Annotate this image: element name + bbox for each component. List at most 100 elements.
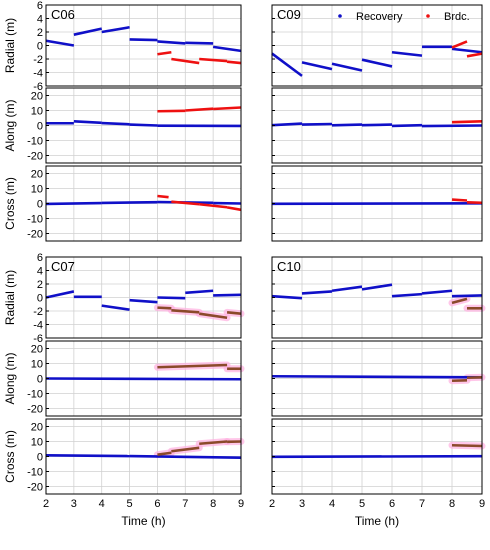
c07-cross-ytick-label-3: -10 bbox=[27, 467, 43, 479]
c06-radial-brdc-segment-0 bbox=[157, 50, 172, 56]
c07-along-ytick-label-1: 10 bbox=[31, 359, 43, 371]
c07-radial-ytick-label-0: 6 bbox=[37, 252, 43, 264]
c06-cross-brdc-segment-2 bbox=[199, 202, 228, 209]
c10-radial-recovery-segment-2 bbox=[331, 285, 363, 293]
c07-cross-brdc-segment-2 bbox=[199, 440, 228, 446]
c07-radial-recovery-segment-4 bbox=[157, 296, 186, 300]
c07-radial-ytick-label-2: 2 bbox=[37, 279, 43, 291]
c07-radial-brdc-segment-1 bbox=[171, 309, 200, 314]
c07-radial-ylabel: Radial (m) bbox=[3, 270, 17, 325]
c09-cross-panel bbox=[271, 165, 483, 242]
c10-cross-xtick-label-1: 3 bbox=[299, 498, 305, 510]
c06-cross-ytick-label-2: 0 bbox=[37, 199, 43, 211]
c06-along-ytick-label-2: 0 bbox=[37, 121, 43, 133]
c06-along-recovery-segment-2 bbox=[101, 121, 130, 126]
c07-radial-brdc-segment-3 bbox=[226, 311, 242, 315]
c06-radial-ytick-label-0: 6 bbox=[37, 0, 43, 12]
c07-radial-recovery-segment-3 bbox=[129, 298, 158, 304]
c07-cross-ytick-label-0: 20 bbox=[31, 422, 43, 434]
c07-cross-brdc-segment-1 bbox=[171, 446, 200, 453]
c10-cross-panel: 2 3 4 5 6 7 8 9 Time (h) bbox=[269, 418, 486, 528]
c06-cross-panel: 20 10 0 -10 -20 Cross (m) bbox=[3, 165, 242, 242]
c06-along-ytick-label-0: 20 bbox=[31, 91, 43, 103]
c06-radial-ytick-label-1: 4 bbox=[37, 14, 43, 26]
c06-along-ylabel: Along (m) bbox=[3, 99, 17, 151]
c07-cross-xtick-label-0: 2 bbox=[43, 498, 49, 510]
c07-radial-ytick-label-1: 4 bbox=[37, 266, 43, 278]
c09-radial-recovery-segment-2 bbox=[331, 62, 363, 72]
c07-radial-recovery-segment-6 bbox=[213, 293, 242, 297]
c07-radial-ytick-label-3: 0 bbox=[37, 293, 43, 305]
legend-label-1: Brdc. bbox=[444, 11, 470, 23]
c06-radial-brdc-segment-3 bbox=[226, 60, 242, 65]
c06-radial-ytick-label-3: 0 bbox=[37, 41, 43, 53]
c07-along-ytick-label-3: -10 bbox=[27, 389, 43, 401]
c06-along-ytick-label-3: -10 bbox=[27, 136, 43, 148]
c06-radial-brdc-segment-2 bbox=[199, 57, 228, 63]
c07-radial-recovery-segment-0 bbox=[45, 290, 75, 299]
c10-along-panel bbox=[271, 340, 486, 417]
c06-cross-ylabel: Cross (m) bbox=[3, 177, 17, 230]
c07-radial-recovery-segment-5 bbox=[185, 289, 214, 295]
c07-label: C07 bbox=[51, 259, 75, 274]
c07-cross-recovery-segment-1 bbox=[129, 454, 242, 459]
c06-along-ytick-label-1: 10 bbox=[31, 106, 43, 118]
c06-along-recovery-segment-3 bbox=[129, 123, 158, 127]
c10-radial-recovery-segment-0 bbox=[271, 294, 303, 300]
legend-marker-1 bbox=[426, 14, 430, 18]
c10-radial-recovery-segment-3 bbox=[361, 283, 393, 291]
c09-radial-recovery-segment-1 bbox=[301, 61, 333, 71]
c06-radial-ytick-label-4: -2 bbox=[33, 54, 43, 66]
c07-cross-ytick-label-2: 0 bbox=[37, 452, 43, 464]
c06-cross-recovery-segment-1 bbox=[101, 200, 158, 205]
c09-radial-brdc-segment-1 bbox=[466, 52, 483, 58]
c10-label: C10 bbox=[277, 259, 301, 274]
c07-along-ytick-label-4: -20 bbox=[27, 404, 43, 416]
c09-radial-recovery-segment-0 bbox=[271, 52, 303, 77]
c10-cross-recovery-segment-0 bbox=[271, 454, 483, 459]
c07-radial-brdc-segment-2 bbox=[199, 312, 228, 320]
c06-label: C06 bbox=[51, 7, 75, 22]
c06-radial-brdc-segment-1 bbox=[171, 57, 200, 65]
c07-along-recovery-segment-0 bbox=[45, 377, 242, 381]
c06-along-brdc-segment-1 bbox=[185, 107, 214, 112]
c07-cross-xtick-label-3: 5 bbox=[127, 498, 133, 510]
c10-radial-recovery-segment-6 bbox=[451, 294, 483, 298]
c06-radial-panel: 6 42 0-2 -4-6 Radial (m) C06 bbox=[3, 0, 242, 93]
c07-radial-panel: 6 42 0-2 -4-6 Radial (m) C07 bbox=[3, 252, 245, 345]
c06-radial-recovery-segment-4 bbox=[157, 40, 186, 45]
c10-radial-brdc-segment-0 bbox=[451, 297, 468, 305]
c09-along-recovery-segment-5 bbox=[421, 124, 483, 128]
c09-radial-recovery-segment-6 bbox=[451, 47, 483, 54]
c10-cross-xtick-label-5: 7 bbox=[419, 498, 425, 510]
c10-along-recovery-segment-0 bbox=[271, 374, 483, 379]
c10-cross-xtick-label-6: 8 bbox=[449, 498, 455, 510]
legend: Recovery Brdc. bbox=[338, 11, 470, 23]
c06-along-recovery-segment-1 bbox=[73, 120, 102, 125]
c07-along-brdc-segment-0 bbox=[157, 363, 228, 369]
c06-radial-ytick-label-5: -4 bbox=[33, 68, 43, 80]
c06-cross-ytick-label-0: 20 bbox=[31, 169, 43, 181]
c09-radial-recovery-segment-3 bbox=[361, 58, 393, 68]
c07-cross-xtick-label-4: 6 bbox=[154, 498, 160, 510]
c10-cross-xtick-label-3: 5 bbox=[359, 498, 365, 510]
c09-radial-recovery-segment-4 bbox=[391, 50, 423, 57]
c07-cross-ytick-label-4: -20 bbox=[27, 482, 43, 494]
c10-cross-xtick-label-4: 6 bbox=[389, 498, 395, 510]
c07-radial-ytick-label-5: -4 bbox=[33, 320, 43, 332]
c07-radial-recovery-segment-2 bbox=[101, 304, 130, 311]
c06-along-brdc-segment-2 bbox=[213, 106, 242, 111]
c06-cross-ytick-label-1: 10 bbox=[31, 184, 43, 196]
c09-radial-brdc-segment-0 bbox=[451, 40, 468, 49]
c07-radial-ytick-label-6: -6 bbox=[33, 333, 43, 345]
c09-along-recovery-segment-3 bbox=[361, 123, 393, 127]
c06-radial-ytick-label-6: -6 bbox=[33, 81, 43, 93]
c06-along-panel: 20 10 0 -10 -20 Along (m) bbox=[3, 87, 242, 164]
c10-radial-recovery-segment-5 bbox=[421, 289, 453, 295]
c06-radial-ylabel: Radial (m) bbox=[3, 18, 17, 73]
c09-radial-panel: C09 bbox=[271, 4, 483, 87]
c06-cross-brdc-segment-3 bbox=[226, 206, 242, 212]
c10-radial-recovery-segment-1 bbox=[301, 290, 333, 295]
c10-radial-panel: C10 bbox=[271, 256, 486, 339]
